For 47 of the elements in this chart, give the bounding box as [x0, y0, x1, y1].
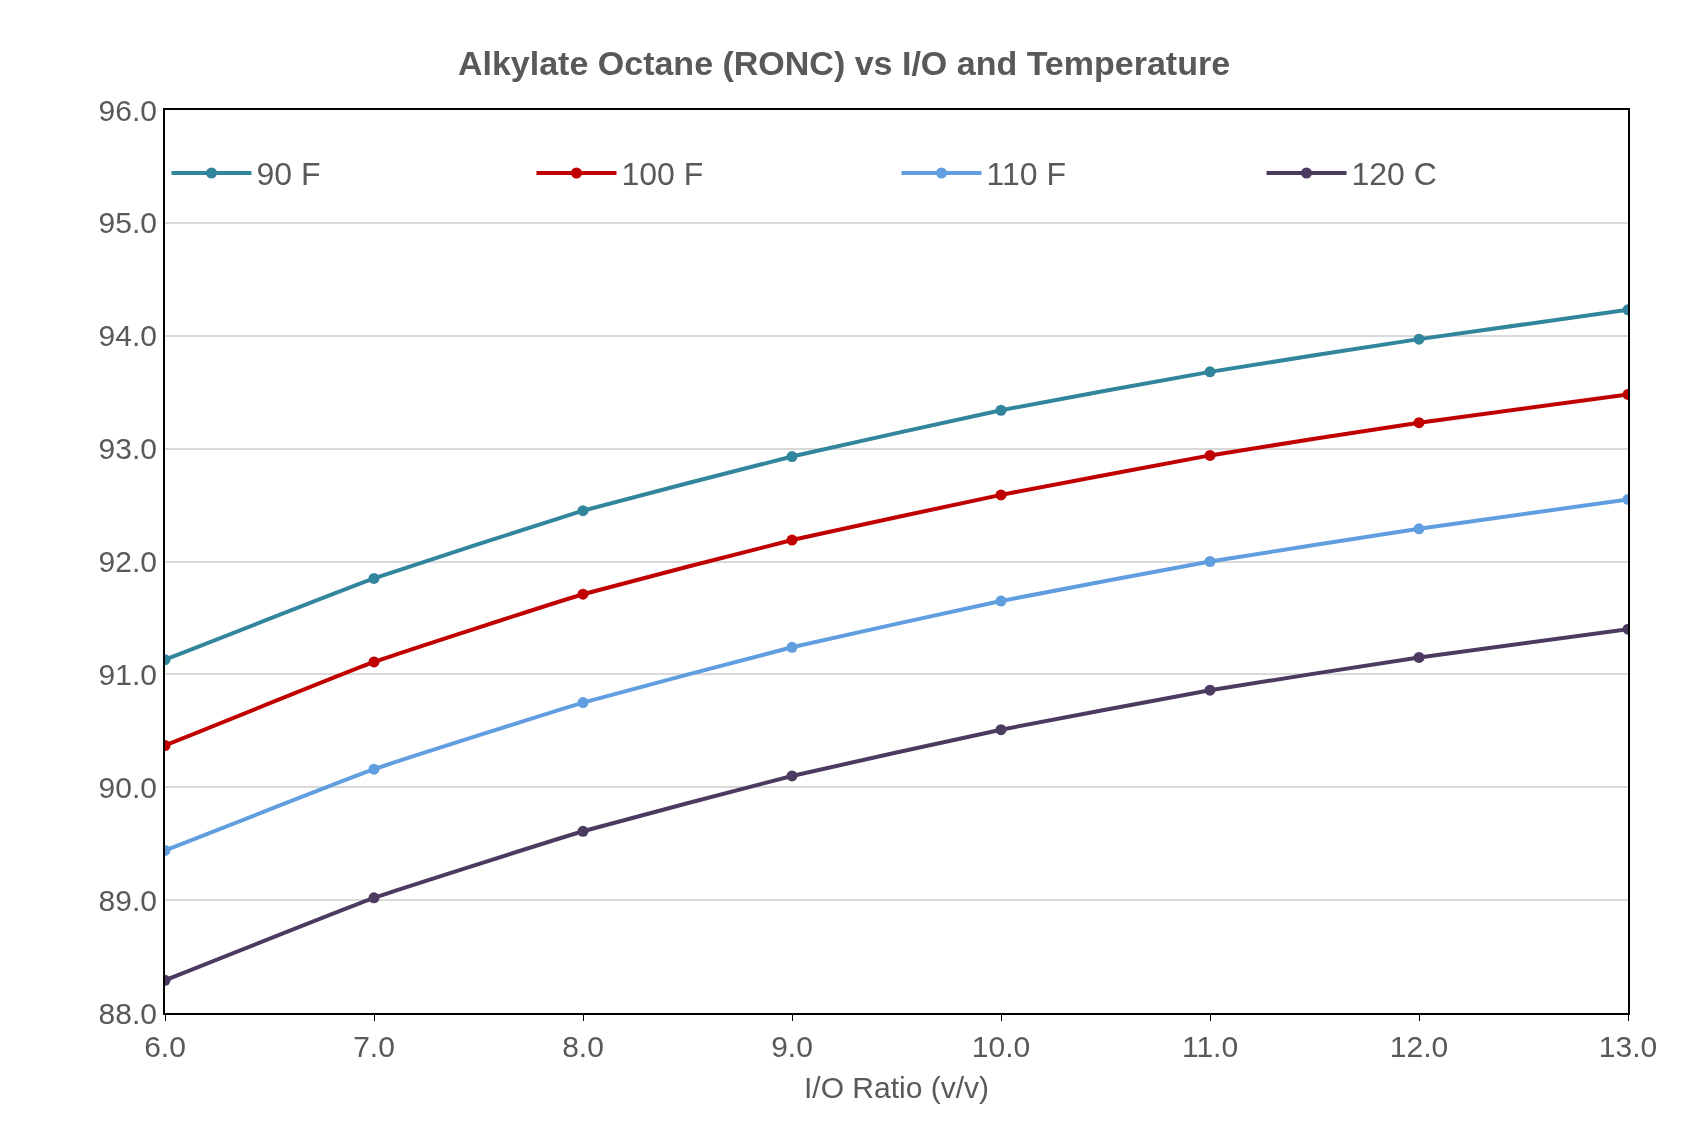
point: [995, 489, 1007, 501]
x-tick-label: 11.0: [1181, 1030, 1239, 1063]
point: [1413, 333, 1425, 345]
point: [368, 572, 380, 584]
x-tick-label: 13.0: [1598, 1030, 1658, 1063]
x-axis-title: I/O Ratio (v/v): [803, 1071, 990, 1104]
legend-label: 100 F: [621, 156, 704, 193]
x-tick-label: 7.0: [353, 1030, 395, 1063]
legend-label: 110 F: [986, 156, 1066, 193]
legend-label: 120 C: [1351, 156, 1437, 193]
point: [1413, 523, 1425, 535]
x-tick-label: 6.0: [144, 1030, 186, 1063]
point: [786, 451, 798, 463]
chart-title: Alkylate Octane (RONC) vs I/O and Temperature: [457, 44, 1231, 83]
y-tick-label: 94.0: [98, 319, 157, 353]
point: [995, 724, 1007, 736]
y-tick-label: 95.0: [98, 206, 157, 240]
point: [786, 534, 798, 546]
point: [1204, 449, 1216, 461]
y-tick-label: 92.0: [98, 545, 157, 578]
y-tick-label: 89.0: [98, 883, 157, 917]
point: [577, 588, 589, 600]
point: [577, 825, 589, 837]
x-tick-label: 12.0: [1389, 1030, 1449, 1063]
legend-label: 90 F: [256, 156, 321, 193]
y-tick-label: 96.0: [98, 93, 157, 127]
point: [368, 892, 380, 904]
x-tick-label: 8.0: [562, 1030, 604, 1063]
point: [1204, 684, 1216, 696]
y-tick-label: 88.0: [98, 996, 157, 1030]
point: [368, 656, 380, 668]
y-tick-label: 91.0: [98, 657, 157, 691]
point: [786, 641, 798, 653]
y-tick-label: 93.0: [98, 432, 157, 466]
point: [786, 770, 798, 782]
point: [995, 595, 1007, 607]
point: [577, 697, 589, 709]
point: [577, 505, 589, 517]
point: [1413, 417, 1425, 429]
x-tick-label: 10.0: [971, 1030, 1031, 1063]
point: [1204, 556, 1216, 567]
point: [368, 763, 380, 775]
point: [1413, 651, 1425, 663]
point: [995, 404, 1007, 416]
point: [1204, 366, 1216, 378]
y-tick-label: 90.0: [98, 770, 157, 804]
x-tick-label: 9.0: [771, 1030, 813, 1063]
